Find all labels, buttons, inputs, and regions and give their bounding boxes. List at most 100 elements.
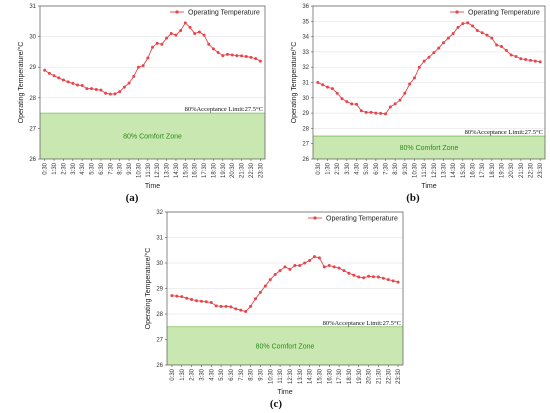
temperature-data-point	[471, 24, 474, 28]
temperature-data-point	[519, 57, 523, 61]
temperature-data-point	[456, 25, 460, 29]
x-tick-label: 4:30	[355, 162, 361, 174]
temperature-data-point	[417, 65, 421, 69]
x-tick-label: 7:30	[384, 162, 390, 174]
x-tick-label: 15:30	[317, 368, 323, 384]
temperature-data-point	[258, 59, 262, 63]
x-tick-label: 23:30	[396, 368, 402, 384]
x-tick-label: 14:30	[451, 162, 457, 178]
x-tick-label: 17:30	[202, 162, 208, 178]
temperature-data-point	[52, 74, 56, 78]
temperature-data-point	[427, 55, 431, 59]
temperature-data-point	[485, 33, 489, 37]
x-tick-label: 11:30	[146, 162, 152, 177]
temperature-data-point	[193, 32, 197, 36]
temperature-data-point	[190, 297, 194, 301]
temperature-data-point	[480, 31, 484, 35]
temperature-data-point	[490, 36, 494, 40]
x-axis-title: Time	[421, 183, 436, 190]
temperature-data-point	[216, 51, 220, 55]
temperature-data-point	[396, 280, 400, 284]
temperature-data-point	[179, 28, 183, 32]
x-tick-label: 23:30	[538, 162, 544, 178]
y-tick-label: 29	[29, 65, 36, 71]
legend-marker-swatch	[455, 10, 459, 14]
temperature-data-point	[342, 269, 346, 273]
x-tick-label: 20:30	[509, 162, 515, 178]
x-tick-label: 9:30	[403, 162, 409, 174]
temperature-data-point	[230, 53, 234, 57]
x-tick-label: 14:30	[174, 162, 180, 178]
temperature-data-point	[141, 64, 145, 68]
temperature-data-point	[495, 43, 499, 47]
temperature-data-point	[229, 305, 233, 309]
x-tick-label: 14:30	[308, 368, 314, 384]
temperature-data-point	[71, 81, 75, 85]
temperature-data-point	[321, 83, 325, 87]
temperature-data-point	[207, 42, 211, 46]
temperature-data-point	[226, 52, 229, 56]
x-tick-label: 7:30	[108, 162, 114, 174]
temperature-data-point	[108, 92, 112, 96]
x-tick-label: 8:30	[249, 368, 255, 380]
x-tick-label: 1:30	[180, 368, 186, 380]
temperature-data-point	[408, 82, 412, 86]
temperature-data-point	[214, 304, 218, 308]
temperature-data-point	[340, 97, 344, 101]
y-tick-label: 28	[302, 126, 309, 132]
legend-label: Operating Temperature	[468, 10, 540, 17]
temperature-data-point	[376, 275, 380, 279]
temperature-data-point	[372, 275, 375, 279]
temperature-data-point	[330, 87, 334, 91]
temperature-data-point	[432, 51, 436, 55]
acceptance-limit-label: 80%Acceptance Limit:27.5°C	[185, 106, 263, 113]
x-axis-title: Time	[277, 389, 292, 396]
temperature-data-point	[211, 47, 215, 51]
x-tick-label: 2:30	[61, 162, 67, 174]
x-tick-label: 12:30	[155, 162, 161, 178]
temperature-data-point	[244, 309, 248, 313]
temperature-data-point	[249, 55, 253, 59]
x-tick-label: 19:30	[500, 162, 506, 178]
x-tick-label: 2:30	[190, 368, 196, 380]
x-tick-label: 18:30	[490, 162, 496, 178]
x-tick-label: 15:30	[183, 162, 189, 178]
x-tick-label: 0:30	[316, 162, 322, 174]
y-tick-label: 30	[302, 96, 309, 102]
temperature-data-point	[303, 261, 307, 265]
panel-label: (a)	[126, 192, 139, 204]
x-tick-label: 11:30	[422, 162, 428, 177]
temperature-data-point	[146, 56, 150, 60]
y-tick-label: 34	[302, 35, 309, 41]
temperature-data-point	[317, 256, 321, 260]
legend-marker-swatch	[175, 10, 179, 14]
x-tick-label: 22:30	[249, 162, 255, 178]
temperature-data-point	[533, 59, 537, 63]
temperature-data-point	[352, 273, 356, 277]
temperature-data-point	[374, 111, 378, 115]
temperature-data-point	[244, 54, 248, 58]
chart-panel-3: 26 27 28 29 30 31 32 0:30 1:30 2:30 3:30 4:30 5:30 6:…	[144, 210, 404, 410]
temperature-data-point	[234, 307, 238, 311]
x-tick-label: 17:30	[480, 162, 486, 178]
y-tick-label: 32	[302, 65, 309, 71]
temperature-data-point	[61, 78, 65, 82]
temperature-data-point	[391, 279, 395, 283]
x-tick-label: 8:30	[118, 162, 124, 174]
y-axis-title: Operating Temperature/°C	[17, 42, 25, 124]
temperature-data-point	[209, 301, 213, 305]
temperature-data-point	[337, 266, 341, 270]
temperature-data-point	[175, 294, 179, 298]
temperature-data-point	[359, 109, 363, 113]
x-tick-label: 1:30	[326, 162, 332, 174]
comfort-zone-band	[167, 326, 403, 365]
temperature-data-point	[422, 59, 426, 63]
x-tick-label: 3:30	[199, 368, 205, 380]
x-tick-label: 5:30	[90, 162, 96, 174]
y-tick-label: 27	[29, 126, 36, 132]
temperature-data-point	[379, 111, 383, 115]
temperature-data-point	[90, 87, 94, 91]
temperature-data-point	[355, 102, 358, 106]
plot-frame	[39, 5, 266, 160]
y-tick-label: 35	[302, 19, 309, 25]
